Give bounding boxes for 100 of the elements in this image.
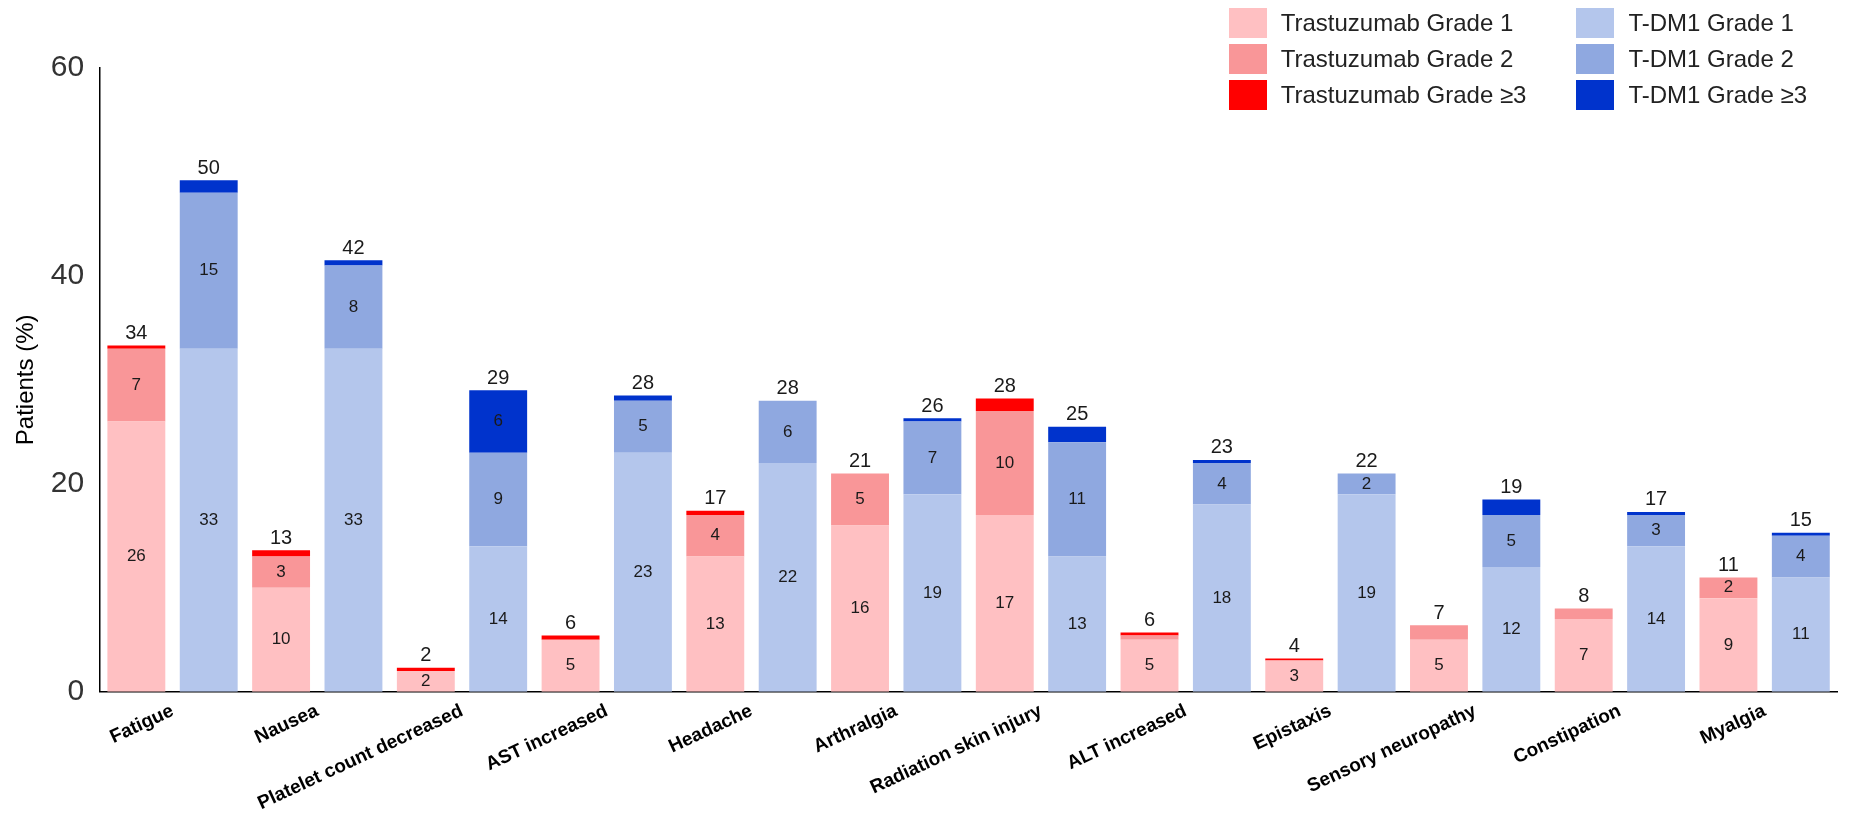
total-label: 23 <box>1210 435 1233 458</box>
data-label: 2 <box>421 671 431 691</box>
bar <box>1120 635 1179 640</box>
data-label: 5 <box>638 416 648 436</box>
bar <box>758 463 817 692</box>
data-label: 14 <box>488 608 508 628</box>
data-label: 9 <box>1723 634 1734 654</box>
data-label: 4 <box>710 525 721 545</box>
total-label: 17 <box>704 486 727 509</box>
bar <box>252 556 311 588</box>
bar <box>686 556 745 692</box>
total-label: 21 <box>848 448 872 471</box>
bar <box>613 395 672 401</box>
data-label: 3 <box>276 561 286 581</box>
bar <box>469 452 528 547</box>
total-label: 28 <box>631 370 655 393</box>
bar <box>1337 473 1396 495</box>
bar <box>1771 535 1830 578</box>
total-label: 11 <box>1718 552 1739 575</box>
total-label: 42 <box>342 235 365 258</box>
bar <box>324 260 383 266</box>
bar <box>1192 504 1251 692</box>
data-label: 5 <box>565 655 576 675</box>
total-label: 13 <box>269 525 293 548</box>
data-label: 16 <box>850 598 870 618</box>
total-label: 28 <box>776 376 799 399</box>
data-label: 3 <box>1289 665 1299 685</box>
data-label: 5 <box>1506 530 1517 550</box>
y-tick-label: 0 <box>67 672 85 706</box>
data-label: 3 <box>1651 520 1661 540</box>
data-label: 10 <box>995 452 1015 472</box>
data-label: 5 <box>1144 655 1155 675</box>
total-label: 34 <box>125 321 148 344</box>
data-label: 13 <box>705 613 725 633</box>
bar <box>1699 598 1758 692</box>
total-label: 50 <box>197 155 220 178</box>
bar <box>686 515 745 557</box>
bar <box>1699 577 1758 599</box>
legend-label: T-DM1 Grade ≥3 <box>1628 81 1807 109</box>
bar <box>541 635 600 640</box>
total-label: 28 <box>993 374 1016 397</box>
bar <box>252 550 311 557</box>
data-label: 7 <box>131 374 142 394</box>
data-label: 11 <box>1791 624 1810 644</box>
total-label: 4 <box>1288 633 1300 656</box>
data-label: 8 <box>348 296 359 316</box>
bar <box>1771 532 1830 536</box>
legend-label: T-DM1 Grade 2 <box>1628 45 1794 73</box>
bar <box>107 348 166 422</box>
data-label: 15 <box>199 260 219 280</box>
bar <box>396 667 455 671</box>
y-tick-label: 40 <box>50 257 85 291</box>
total-label: 29 <box>487 365 510 388</box>
bar <box>107 421 166 692</box>
data-label: 6 <box>493 411 503 431</box>
bar <box>1627 511 1686 516</box>
total-label: 22 <box>1355 448 1378 471</box>
bar <box>1192 463 1251 505</box>
data-label: 6 <box>782 421 793 441</box>
legend-label: Trastuzumab Grade 1 <box>1280 9 1514 37</box>
bar <box>975 515 1034 692</box>
data-label: 19 <box>922 582 942 602</box>
bar <box>903 418 962 422</box>
data-label: 2 <box>1361 473 1372 493</box>
data-label: 22 <box>778 567 798 587</box>
bar <box>1120 632 1179 636</box>
bar <box>396 670 455 692</box>
data-label: 2 <box>1723 577 1734 597</box>
total-label: 6 <box>1143 607 1156 630</box>
bar <box>1048 556 1107 692</box>
data-label: 17 <box>995 593 1015 613</box>
bar <box>1265 660 1324 692</box>
bar <box>541 639 600 692</box>
bar <box>324 348 383 692</box>
data-label: 33 <box>199 509 219 529</box>
bar <box>975 411 1034 516</box>
data-label: 7 <box>1578 645 1589 665</box>
data-label: 5 <box>855 489 865 509</box>
total-label: 19 <box>1500 474 1523 497</box>
data-label: 23 <box>633 561 653 581</box>
bar <box>179 348 238 692</box>
y-tick-label: 60 <box>50 49 85 83</box>
total-label: 2 <box>420 643 432 666</box>
bar <box>469 390 528 453</box>
data-label: 18 <box>1212 587 1232 607</box>
bar <box>1627 546 1686 692</box>
data-label: 12 <box>1501 619 1521 639</box>
bar <box>107 345 166 349</box>
data-label: 13 <box>1067 613 1087 633</box>
bar <box>1410 639 1468 692</box>
data-label: 4 <box>1796 546 1806 566</box>
data-label: 10 <box>271 629 291 649</box>
bar <box>1554 618 1613 692</box>
bar <box>1120 639 1179 692</box>
bar <box>975 398 1034 412</box>
bar <box>831 473 889 526</box>
bar <box>1771 577 1830 692</box>
bar <box>613 452 672 692</box>
data-label: 11 <box>1068 489 1086 509</box>
bar <box>1265 658 1324 661</box>
